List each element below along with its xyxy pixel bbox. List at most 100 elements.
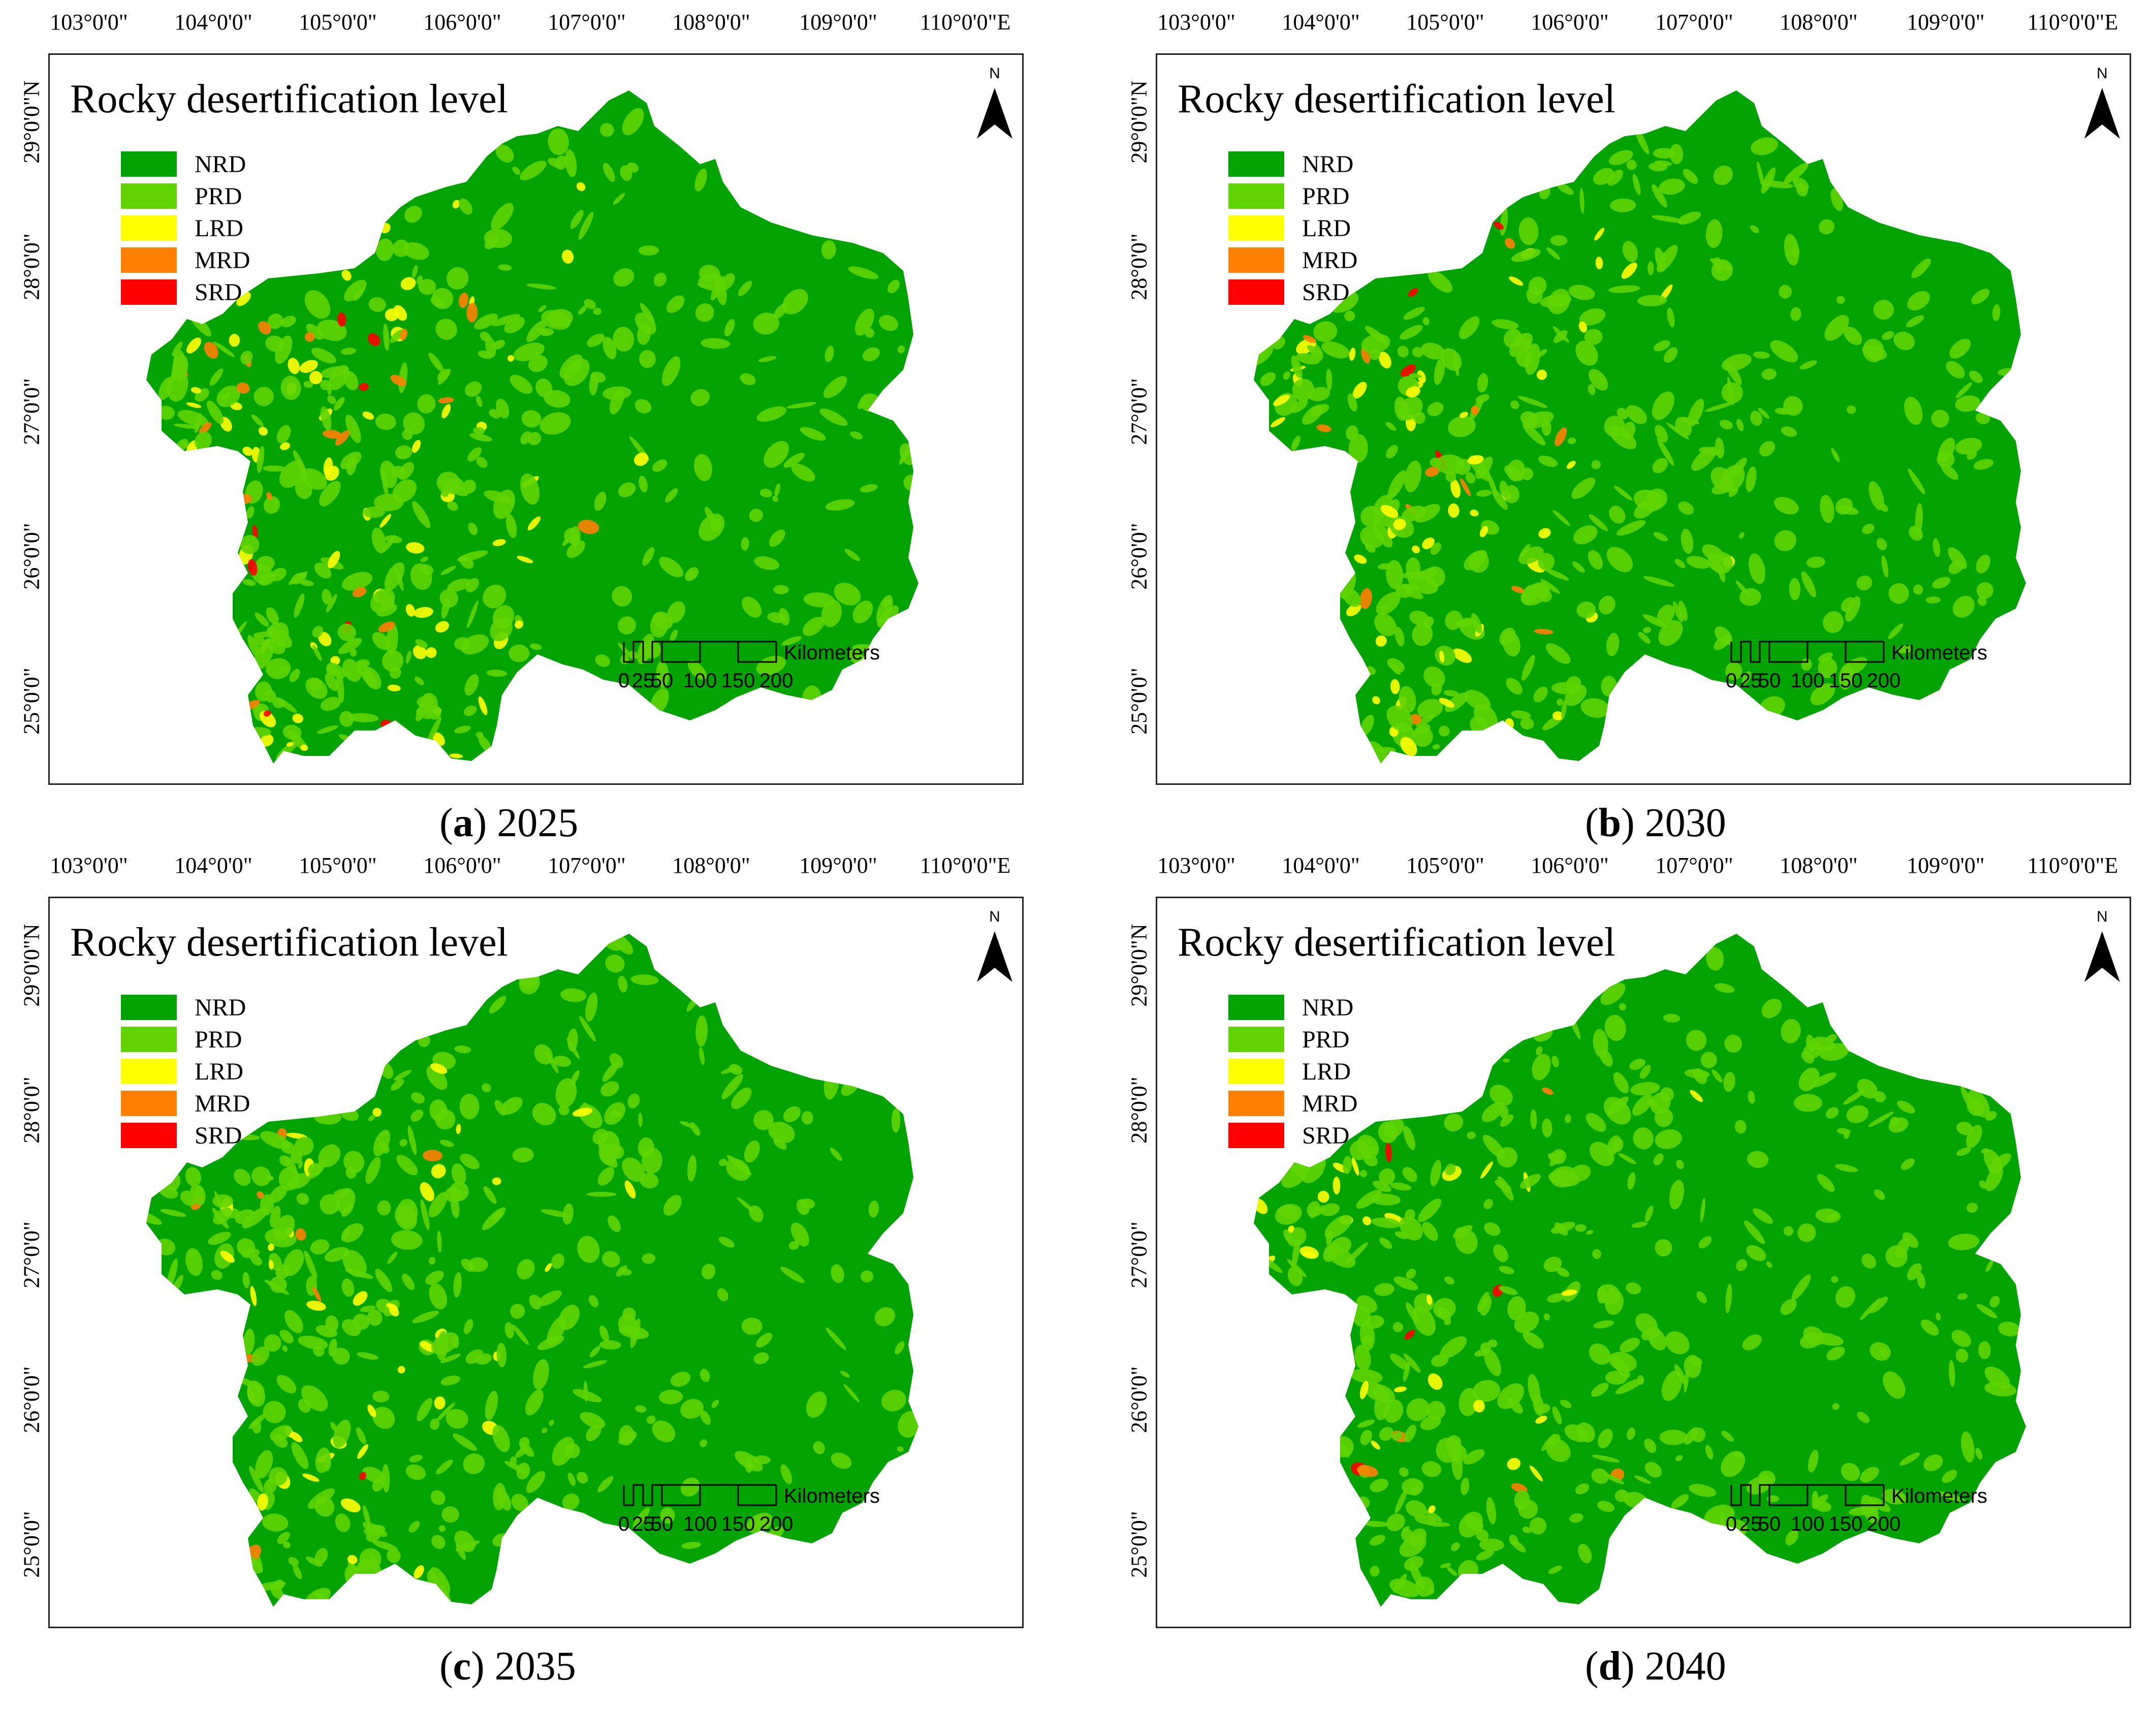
patch-prd: [437, 1230, 442, 1253]
patch-prd: [326, 594, 337, 613]
patch-prd: [465, 381, 482, 397]
patch-prd: [1386, 1513, 1405, 1532]
patch-prd: [395, 445, 413, 460]
patch-prd: [1868, 1112, 1894, 1127]
latitude-label: 26°0'0": [19, 523, 44, 590]
patch-prd: [541, 1209, 569, 1217]
latitude-label: 27°0'0": [1126, 1221, 1152, 1288]
patch-prd: [405, 651, 411, 664]
patch-prd: [600, 1081, 619, 1097]
patch-prd: [656, 661, 669, 688]
patch-prd: [694, 168, 707, 192]
patch-prd: [1744, 1220, 1765, 1244]
scale-tick-label: 0: [1725, 1513, 1737, 1535]
patch-prd: [1869, 1296, 1888, 1313]
patch-prd: [877, 605, 899, 628]
patch-prd: [1956, 1147, 1971, 1156]
patch-prd: [1565, 1114, 1571, 1123]
patch-prd: [768, 1121, 795, 1144]
patch-prd: [1360, 715, 1374, 736]
patch-prd: [1721, 1451, 1745, 1477]
patch-prd: [460, 1153, 480, 1169]
legend-label: NRD: [195, 151, 246, 178]
longitude-label: 105°0'0": [1406, 10, 1484, 35]
patch-prd: [1981, 1148, 1989, 1154]
legend-label: MRD: [195, 247, 250, 274]
patch-prd: [738, 280, 752, 297]
patch-prd: [1774, 497, 1799, 515]
patch-mrd: [1505, 238, 1515, 249]
patch-prd: [772, 496, 778, 502]
patch-lrd: [286, 742, 294, 747]
patch-prd: [1976, 1304, 1998, 1319]
patch-prd: [1412, 623, 1433, 646]
patch-prd: [1370, 1566, 1380, 1577]
patch-prd: [391, 1230, 423, 1250]
patch-prd: [336, 671, 344, 703]
patch-prd: [288, 571, 308, 585]
patch-prd: [1888, 1117, 1909, 1133]
patch-prd: [638, 245, 659, 256]
patch-prd: [567, 1472, 576, 1486]
patch-prd: [319, 481, 341, 506]
patch-prd: [1632, 1094, 1653, 1116]
map-panel-a: 103°0'0" 104°0'0" 105°0'0" 106°0'0" 107°0'0"…: [0, 0, 1077, 845]
patch-prd: [1379, 1427, 1394, 1441]
desertification-patches: [157, 108, 918, 761]
patch-prd: [1847, 405, 1856, 414]
patch-prd: [1484, 1222, 1501, 1236]
patch-prd: [1785, 1530, 1799, 1546]
patch-lrd: [306, 1301, 326, 1311]
patch-prd: [312, 645, 322, 661]
patch-prd: [240, 534, 260, 555]
patch-prd: [1605, 1371, 1628, 1385]
longitude-label: 108°0'0": [1780, 853, 1858, 878]
patch-prd: [695, 1015, 708, 1047]
patch-prd: [1936, 1313, 1941, 1321]
patch-prd: [1455, 1227, 1469, 1237]
patch-prd: [1627, 1428, 1635, 1440]
patch-prd: [898, 1411, 918, 1438]
patch-prd: [272, 698, 286, 709]
patch-prd: [1750, 410, 1762, 426]
patch-prd: [585, 992, 598, 1022]
patch-prd: [465, 578, 479, 592]
patch-prd: [463, 1319, 473, 1335]
patch-prd: [1637, 295, 1667, 306]
patch-prd: [368, 1115, 375, 1121]
patch-prd: [337, 623, 356, 642]
patch-prd: [1753, 1208, 1773, 1224]
patch-prd: [308, 1159, 327, 1179]
longitude-label: 104°0'0": [1282, 10, 1360, 35]
patch-prd: [783, 1106, 801, 1123]
patch-prd: [1952, 595, 1975, 618]
scale-tick-label: 200: [1866, 1513, 1901, 1535]
legend-label: MRD: [1302, 247, 1358, 274]
patch-prd: [831, 1452, 852, 1469]
patch-prd: [276, 1375, 297, 1393]
patch-prd: [1340, 1443, 1350, 1458]
patch-prd: [1975, 1448, 1983, 1460]
latitude-label: 29°0'0"N: [1126, 80, 1152, 164]
patch-prd: [212, 1194, 234, 1208]
patch-lrd: [318, 631, 332, 647]
patch-prd: [496, 1487, 512, 1511]
patch-prd: [167, 1258, 178, 1289]
patch-prd: [251, 414, 264, 427]
patch-prd: [350, 649, 357, 657]
patch-prd: [1540, 579, 1560, 594]
patch-prd: [1575, 1483, 1590, 1495]
patch-prd: [577, 1472, 588, 1484]
patch-prd: [324, 1456, 331, 1471]
latitude-label: 28°0'0": [1126, 1076, 1152, 1144]
patch-prd: [652, 611, 673, 630]
patch-prd: [312, 625, 324, 638]
patch-prd: [1435, 645, 1456, 666]
patch-prd: [1937, 1492, 1965, 1502]
patch-prd: [1368, 741, 1388, 764]
patch-prd: [741, 1317, 763, 1335]
patch-prd: [1365, 1382, 1386, 1401]
patch-prd: [1403, 1361, 1410, 1382]
patch-lrd: [1448, 503, 1460, 518]
patch-prd: [613, 327, 635, 352]
